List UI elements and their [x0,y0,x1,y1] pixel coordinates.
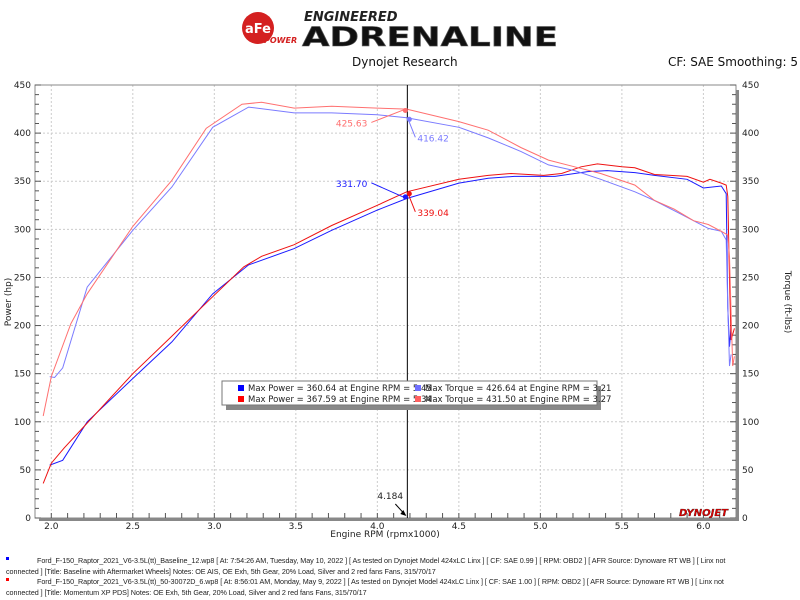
x-tick-label: 5.5 [615,522,629,532]
y-tick-label: 0 [25,514,31,524]
legend-swatch [415,385,421,391]
y-tick-label: 50 [20,466,32,476]
legend-item: Max Torque = 431.50 at Engine RPM = 3.27 [425,395,611,405]
y2-tick-label: 150 [742,370,759,380]
y2-tick-label: 400 [742,129,759,139]
y2-tick-label: 200 [742,322,759,332]
afe-logo-badge [242,12,274,44]
y-tick-label: 300 [14,225,31,235]
y-tick-label: 250 [14,273,31,283]
series-line-torque1 [49,106,732,379]
annotation-arrowhead [402,194,408,200]
plot-frame [34,84,737,519]
afe-logo-text: aFe [245,22,271,37]
y-tick-label: 150 [14,370,31,380]
annotation-leader [371,107,408,123]
run-2-line-2: connected ] [Title: Momentum XP PDS] Not… [6,588,367,597]
run-1-color-marker [6,557,9,560]
y2-axis-bar [736,90,739,521]
brand-small: ENGINEERED [304,10,398,25]
x-tick-label: 3.5 [289,522,303,532]
x-tick-label: 3.0 [207,522,222,532]
annotation-label: 331.70 [336,180,368,190]
run-1-line-2: connected ] [Title: Baseline with Afterm… [6,567,436,576]
annotation-label: 339.04 [417,209,449,219]
series [42,101,735,484]
x-tick-label: 6.0 [696,522,711,532]
y2-axis-label: Torque (ft-lbs) [782,270,792,334]
legend-swatch [415,396,421,402]
y2-tick-label: 250 [742,273,759,283]
y2-tick-label: 0 [742,514,748,524]
y-tick-label: 100 [14,418,31,428]
x-tick-label: 4.0 [370,522,385,532]
afe-adrenaline-logo: aFe POWER ENGINEERED ADRENALINE [242,10,558,50]
y2-tick-label: 50 [742,466,754,476]
cursor-label: 4.184 [377,492,403,502]
legend-item: Max Power = 360.64 at Engine RPM = 5.45 [248,384,432,394]
legend: Max Power = 360.64 at Engine RPM = 5.45M… [221,380,611,410]
y-tick-label: 400 [14,129,31,139]
grid [35,85,736,518]
x-axis-label: Engine RPM (rpmx1000) [330,530,439,540]
x-tick-label: 2.0 [44,522,59,532]
legend-swatch [238,396,244,402]
series-line-power2 [42,163,735,484]
run-2-line-1: Ford_F-150_Raptor_2021_V6-3.5L(tt)_50-30… [37,577,724,586]
run-2-color-marker [6,578,9,581]
afe-logo-sub: POWER [264,36,297,45]
series-line-power1 [49,170,732,466]
settings-label: CF: SAE Smoothing: 5 [668,55,799,69]
legend-item: Max Torque = 426.64 at Engine RPM = 3.21 [425,384,611,394]
x-tick-label: 4.5 [452,522,466,532]
dyno-chart: 0 0 50 50 100 100 150 150 200 200 250 250 300 300 350 3… [4,81,792,540]
series-line-torque2 [42,101,735,417]
y-tick-label: 200 [14,322,31,332]
y-tick-label: 450 [14,81,31,91]
annotation-label: 425.63 [336,119,368,129]
axes: 0 0 50 50 100 100 150 150 200 200 250 250 300 300 350 3… [14,81,760,532]
legend-box [221,380,598,406]
y-tick-label: 350 [14,177,31,187]
company-name: Dynojet Research [352,55,458,69]
run-note-1: Ford_F-150_Raptor_2021_V6-3.5L(tt)_Basel… [6,555,794,577]
y2-tick-label: 300 [742,225,759,235]
legend-item: Max Power = 367.59 at Engine RPM = 5.34 [248,395,432,405]
y2-tick-label: 100 [742,418,759,428]
x-tick-label: 5.0 [533,522,548,532]
annotations: 4.184 425.63 416.42 331.70 339.04 [336,85,449,518]
y-axis-label: Power (hp) [4,278,14,327]
x-axis-bar [39,518,738,521]
annotation-leader [371,182,408,200]
annotation-arrowhead [402,107,408,113]
brand-large: ADRENALINE [302,22,558,50]
legend-swatch [238,385,244,391]
annotation-arrowhead [406,116,412,122]
x-tick-label: 2.5 [126,522,140,532]
cursor-arrowhead [400,510,407,516]
y2-tick-label: 350 [742,177,759,187]
run-note-2: Ford_F-150_Raptor_2021_V6-3.5L(tt)_50-30… [6,576,794,598]
y2-tick-label: 450 [742,81,759,91]
annotation-arrowhead [406,191,412,197]
annotation-label: 416.42 [417,134,449,144]
run-1-line-1: Ford_F-150_Raptor_2021_V6-3.5L(tt)_Basel… [37,556,726,565]
dynojet-watermark: DYNOJET [679,508,729,519]
